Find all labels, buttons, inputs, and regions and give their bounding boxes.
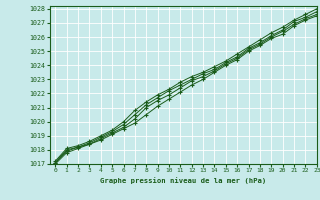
X-axis label: Graphe pression niveau de la mer (hPa): Graphe pression niveau de la mer (hPa) — [100, 177, 266, 184]
